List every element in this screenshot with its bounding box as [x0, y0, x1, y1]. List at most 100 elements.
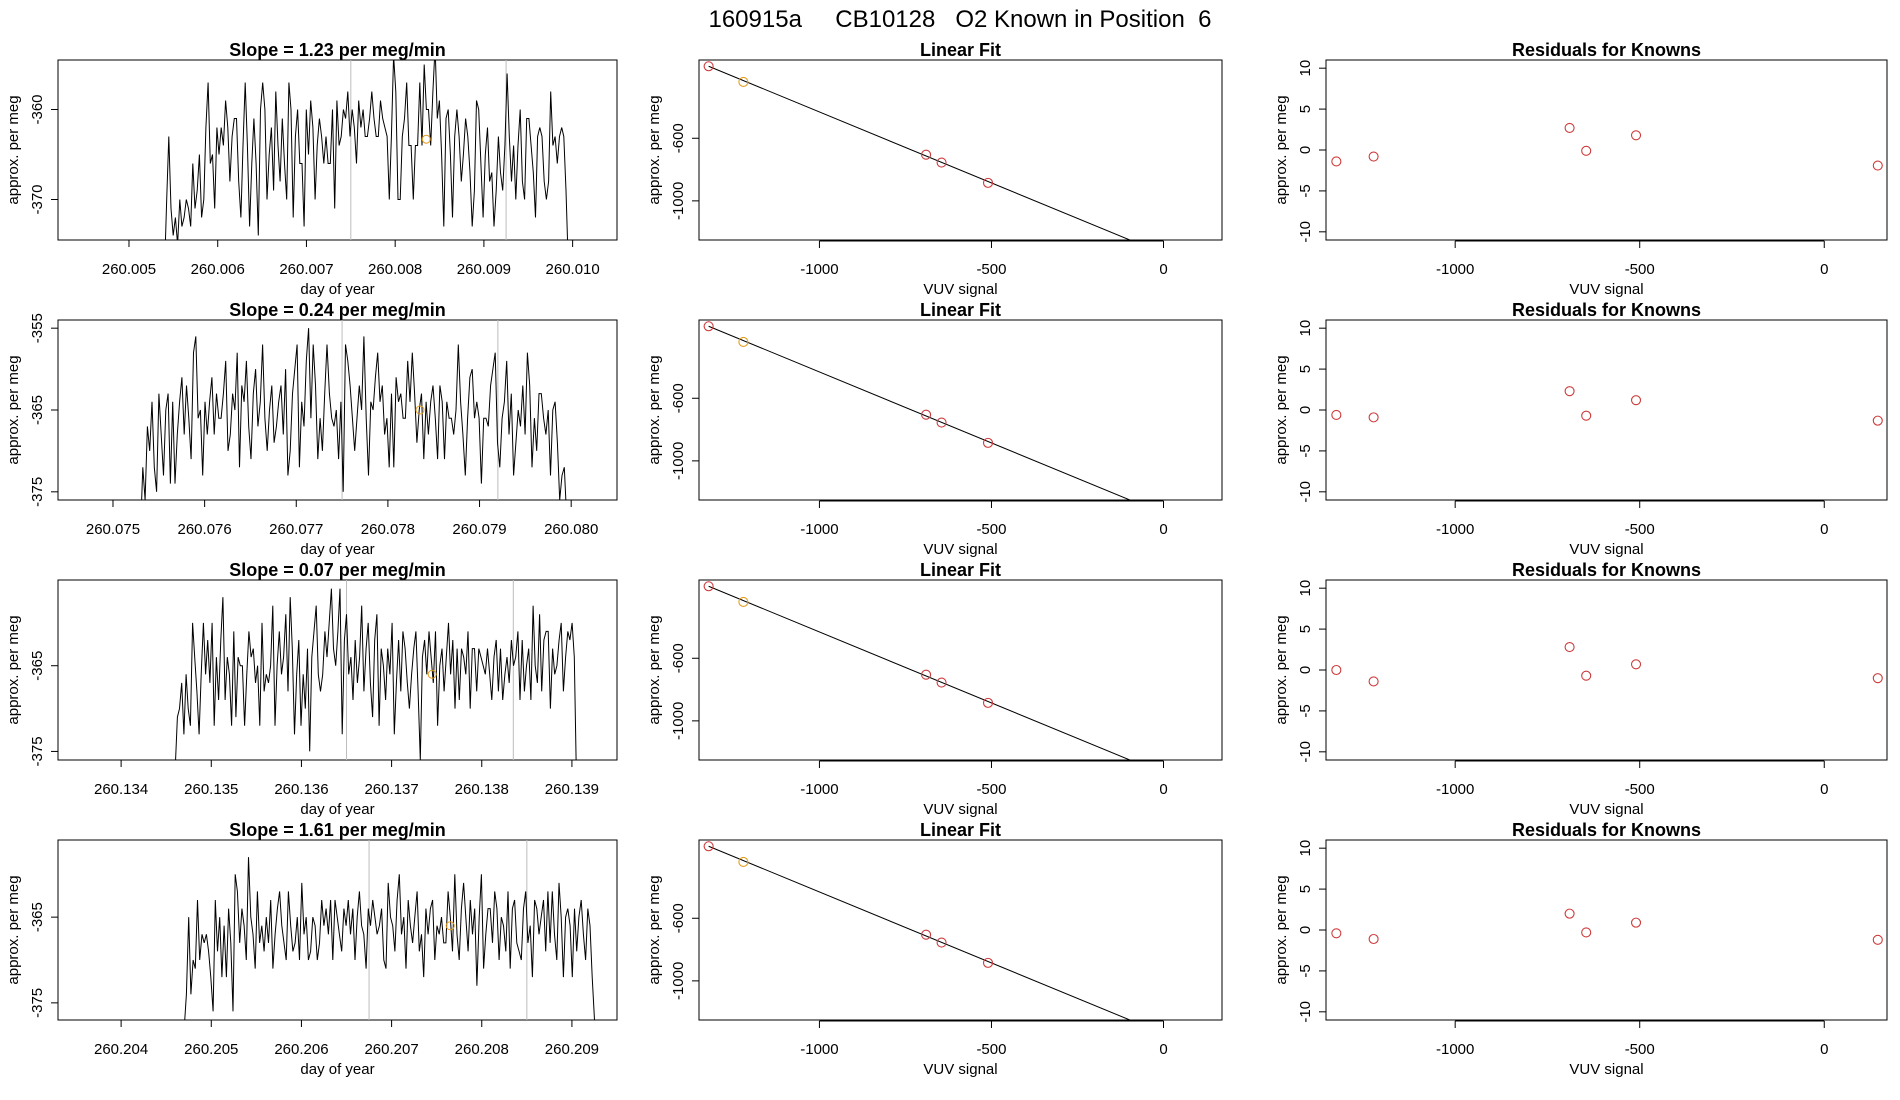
panel-title: Slope = 1.61 per meg/min — [229, 820, 446, 840]
fit-line — [708, 585, 1132, 760]
panel-title: Slope = 0.07 per meg/min — [229, 560, 446, 580]
plot-frame — [698, 59, 1223, 241]
plot-area — [164, 60, 569, 240]
data-point — [1564, 908, 1575, 919]
x-tick-label: 0 — [1159, 1041, 1167, 1058]
x-tick-label: 260.206 — [274, 1041, 328, 1058]
data-point — [1564, 642, 1575, 653]
data-point — [1581, 927, 1592, 938]
x-tick-label: 260.076 — [178, 521, 232, 538]
x-axis-label: VUV signal — [1569, 541, 1643, 558]
data-point — [936, 937, 947, 948]
x-tick-label: 0 — [1820, 521, 1828, 538]
x-tick-label: -1000 — [1436, 781, 1474, 798]
x-axis-label: day of year — [300, 801, 374, 818]
data-point — [738, 336, 749, 347]
x-tick-label: 260.078 — [361, 521, 415, 538]
data-point — [982, 697, 994, 708]
data-point — [1564, 122, 1575, 133]
data-point — [936, 157, 947, 168]
plot-frame — [57, 839, 618, 1021]
x-tick-label: -1000 — [800, 1041, 838, 1058]
x-tick-label: 260.204 — [94, 1041, 148, 1058]
data-point — [703, 61, 714, 72]
x-tick-label: -1000 — [1436, 521, 1474, 538]
x-tick-label: 260.138 — [455, 781, 509, 798]
panel-residuals: Residuals for Knowns VUV signal approx. pe… — [1273, 40, 1888, 298]
y-tick-label: -370 — [29, 184, 46, 214]
y-tick-label: -365 — [29, 902, 46, 932]
x-tick-label: 260.134 — [94, 781, 148, 798]
y-tick-label: 10 — [1297, 840, 1314, 857]
y-axis-label: approx. per meg — [1273, 875, 1290, 984]
y-axis-label: approx. per meg — [646, 95, 663, 204]
y-tick-label: -365 — [29, 395, 46, 425]
x-tick-label: 260.209 — [545, 1041, 599, 1058]
data-point — [1872, 673, 1883, 684]
fit-line — [708, 845, 1132, 1020]
plot-area — [1331, 642, 1883, 687]
panel-linear-fit: Linear Fit VUV signal approx. per meg -1000… — [646, 820, 1223, 1078]
panel-linear-fit: Linear Fit VUV signal approx. per meg -1000… — [646, 300, 1223, 558]
x-tick-label: -1000 — [800, 521, 838, 538]
y-tick-label: 0 — [1297, 406, 1314, 414]
data-point — [1368, 676, 1379, 687]
y-tick-label: -375 — [29, 736, 46, 766]
data-point — [936, 677, 947, 688]
highlight-point — [415, 405, 425, 415]
data-point — [982, 957, 994, 968]
x-axis-label: day of year — [300, 281, 374, 298]
data-trace — [141, 328, 567, 500]
y-tick-label: 0 — [1297, 146, 1314, 154]
panel-title: Linear Fit — [920, 40, 1001, 60]
data-trace — [184, 857, 595, 1020]
x-tick-label: -500 — [976, 781, 1006, 798]
x-axis-label: VUV signal — [1569, 281, 1643, 298]
y-tick-label: -365 — [29, 651, 46, 681]
x-tick-label: 260.010 — [546, 261, 600, 278]
x-tick-label: 0 — [1159, 261, 1167, 278]
x-tick-label: -500 — [1625, 261, 1655, 278]
plot-frame — [698, 839, 1223, 1021]
y-tick-label: -600 — [670, 643, 687, 673]
x-axis-label: VUV signal — [923, 281, 997, 298]
y-tick-label: 10 — [1297, 320, 1314, 337]
data-point — [982, 437, 994, 448]
plot-frame — [1325, 59, 1888, 241]
highlight-point — [427, 669, 437, 679]
plot-area — [141, 320, 567, 500]
y-tick-label: -10 — [1297, 1001, 1314, 1023]
y-tick-label: -10 — [1297, 741, 1314, 763]
data-point — [738, 596, 749, 607]
x-tick-label: 0 — [1820, 1041, 1828, 1058]
figure-title: 160915a CB10128 O2 Known in Position 6 — [708, 6, 1211, 33]
x-tick-label: 260.008 — [368, 261, 422, 278]
panel-linear-fit: Linear Fit VUV signal approx. per meg -1000… — [646, 560, 1223, 818]
x-tick-label: 0 — [1159, 521, 1167, 538]
x-tick-label: 260.007 — [279, 261, 333, 278]
data-trace — [175, 588, 577, 760]
data-point — [1581, 670, 1592, 681]
x-tick-label: 260.139 — [545, 781, 599, 798]
plot-area — [175, 580, 577, 760]
data-point — [1872, 160, 1883, 171]
highlight-point — [445, 921, 455, 931]
data-point — [921, 409, 932, 420]
x-axis-label: day of year — [300, 541, 374, 558]
panel-residuals: Residuals for Knowns VUV signal approx. pe… — [1273, 300, 1888, 558]
data-point — [936, 417, 947, 428]
y-tick-label: -1000 — [670, 182, 687, 220]
x-tick-label: -500 — [976, 521, 1006, 538]
y-tick-label: -5 — [1297, 444, 1314, 457]
data-point — [1581, 145, 1592, 156]
y-tick-label: -355 — [29, 313, 46, 343]
panel-time-series: Slope = 1.23 per meg/min day of year appro… — [5, 40, 618, 298]
data-point — [1872, 415, 1883, 426]
data-point — [703, 321, 714, 332]
y-tick-label: 0 — [1297, 926, 1314, 934]
x-tick-label: -500 — [976, 1041, 1006, 1058]
y-tick-label: -375 — [29, 477, 46, 507]
x-tick-label: 260.137 — [364, 781, 418, 798]
data-point — [1630, 917, 1642, 928]
